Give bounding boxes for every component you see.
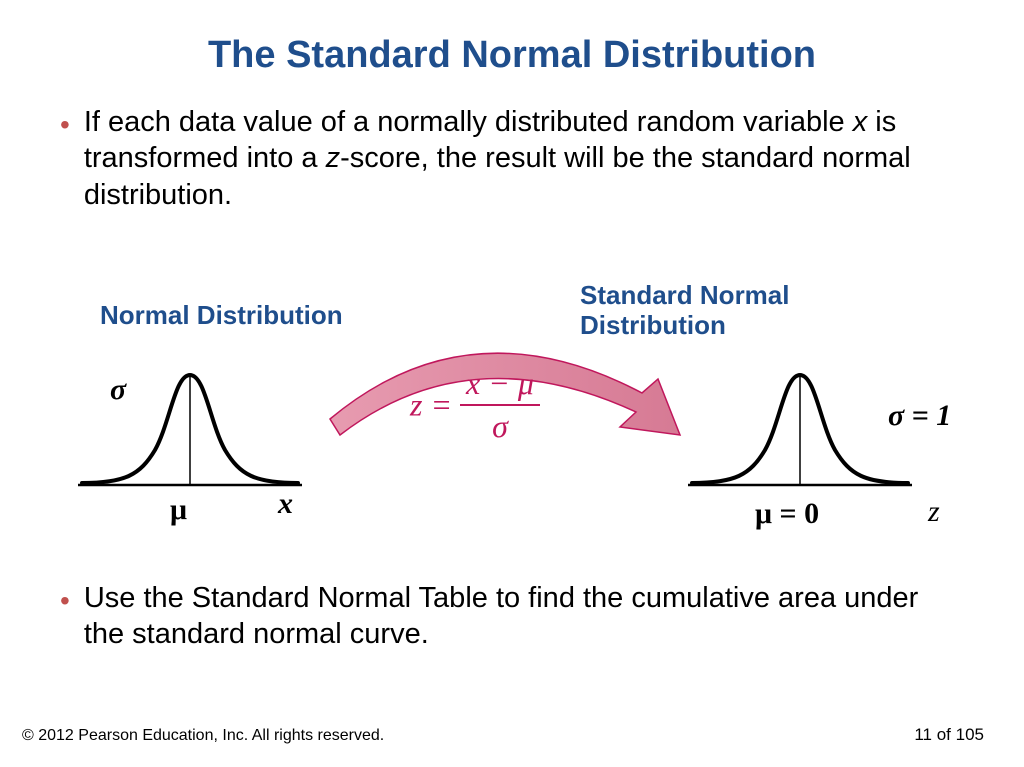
right-bell-curve [680,345,920,505]
bullet-1-var-z: z [326,142,341,174]
left-axis-var: x [278,487,293,521]
title-text: The Standard Normal Distribution [208,34,816,76]
page-number: 11 of 105 [914,725,984,745]
left-sigma: σ [110,373,126,407]
z-formula: z = x − μ σ [410,365,540,445]
bullet-2: • Use the Standard Normal Table to find … [60,580,965,653]
bullet-1-pre: If each data value of a normally distrib… [84,106,853,138]
bullet-2-text: Use the Standard Normal Table to find th… [84,580,965,653]
right-sigma: σ = 1 [888,399,951,433]
copyright-text: © 2012 Pearson Education, Inc. All right… [22,727,384,745]
right-axis-var: z [928,495,940,529]
left-mu: μ [170,493,187,527]
z-formula-lhs: z = [410,387,460,423]
right-mu: μ = 0 [755,497,819,531]
bullet-1: • If each data value of a normally distr… [60,104,965,213]
right-sigma-text: σ = 1 [888,399,951,432]
bullet-1-text: If each data value of a normally distrib… [84,104,965,213]
right-dist-label-line1: Standard Normal [580,280,790,310]
diagram-area: Normal Distribution Standard Normal Dist… [0,287,1024,567]
bullet-dot-icon: • [60,584,70,618]
bullet-dot-icon: • [60,108,70,142]
bullet-1-var-x: x [853,106,868,138]
slide: The Standard Normal Distribution • If ea… [0,0,1024,767]
slide-title: The Standard Normal Distribution [0,34,1024,77]
z-formula-num: x − μ [460,365,540,406]
z-formula-frac: x − μ σ [460,365,540,445]
z-formula-den: σ [460,406,540,445]
